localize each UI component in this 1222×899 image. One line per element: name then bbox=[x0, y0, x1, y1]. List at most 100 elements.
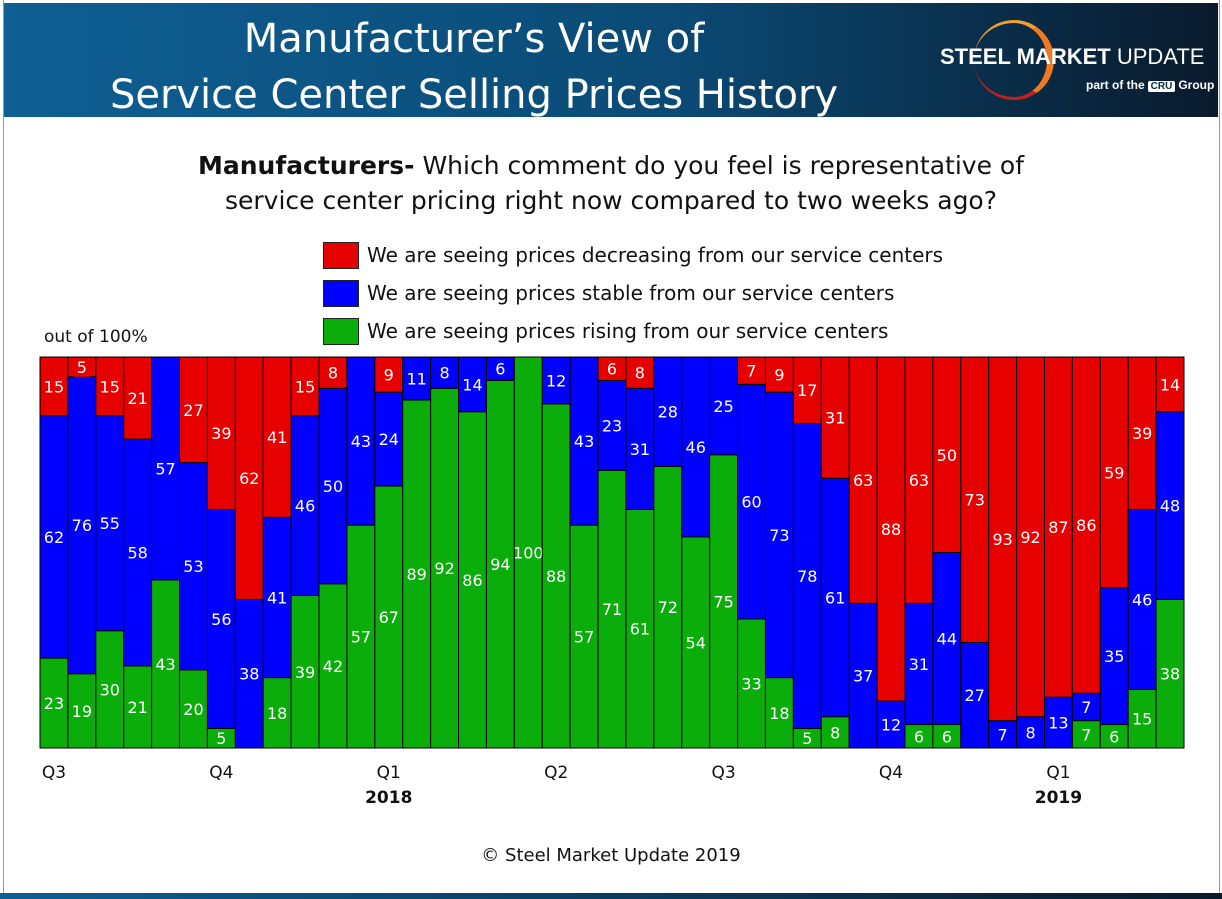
data-label: 21 bbox=[127, 698, 147, 717]
bar-segment-decreasing bbox=[1127, 356, 1157, 510]
slide-title: Manufacturer’s View of Service Center Se… bbox=[4, 11, 944, 123]
data-label: 50 bbox=[323, 477, 343, 496]
x-tick-label: Q4 bbox=[878, 763, 904, 783]
data-label: 48 bbox=[1160, 497, 1180, 516]
x-tick-label: Q3 bbox=[41, 763, 67, 783]
data-label: 6 bbox=[914, 727, 924, 746]
copyright: © Steel Market Update 2019 bbox=[481, 845, 741, 866]
data-label: 33 bbox=[741, 674, 761, 693]
data-label: 46 bbox=[295, 497, 315, 516]
bar-segment-stable bbox=[206, 508, 236, 729]
bar-segment-rising bbox=[485, 379, 515, 749]
data-label: 38 bbox=[239, 665, 259, 684]
bar-segment-decreasing bbox=[820, 356, 850, 479]
bar-segment-decreasing bbox=[206, 356, 236, 510]
logo-subtitle: part of the CRU Group bbox=[1086, 78, 1215, 92]
x-tick-label: Q3 bbox=[711, 763, 736, 783]
data-label: 9 bbox=[384, 366, 394, 385]
data-label: 18 bbox=[769, 704, 789, 723]
bar-segment-rising bbox=[430, 387, 460, 749]
data-label: 23 bbox=[602, 416, 622, 435]
bar-segment-decreasing bbox=[932, 356, 962, 553]
data-label: 8 bbox=[439, 364, 449, 383]
data-label: 43 bbox=[351, 432, 371, 451]
bar-segment-decreasing bbox=[764, 356, 794, 393]
data-label-bg bbox=[212, 728, 231, 749]
data-label: 6 bbox=[1109, 727, 1119, 746]
bar-segment-stable bbox=[458, 356, 487, 413]
bar-segment-rising bbox=[318, 583, 348, 749]
data-label: 5 bbox=[77, 358, 87, 377]
data-label: 57 bbox=[155, 459, 175, 478]
data-label: 8 bbox=[830, 723, 840, 742]
data-label: 63 bbox=[909, 471, 929, 490]
bar-segment-stable bbox=[402, 356, 432, 401]
data-label: 35 bbox=[1104, 647, 1124, 666]
legend-swatch-green bbox=[323, 317, 359, 345]
title-line-2: Service Center Selling Prices History bbox=[109, 72, 839, 118]
data-label: 7 bbox=[1081, 698, 1091, 717]
bar-segment-stable bbox=[234, 598, 264, 749]
data-label: 12 bbox=[546, 371, 566, 390]
data-label: 59 bbox=[1104, 463, 1124, 482]
data-label: 7 bbox=[746, 362, 756, 381]
bar-segment-rising bbox=[764, 677, 794, 749]
bar-segment-rising bbox=[346, 524, 376, 749]
data-label: 37 bbox=[853, 667, 873, 686]
data-label: 15 bbox=[295, 377, 315, 396]
data-label: 5 bbox=[802, 729, 812, 748]
legend-label: We are seeing prices stable from our ser… bbox=[367, 281, 895, 305]
data-label: 62 bbox=[44, 528, 64, 547]
y-axis-label: out of 100% bbox=[44, 327, 148, 347]
bar-segment-decreasing bbox=[39, 356, 69, 417]
bar-segment-decreasing bbox=[290, 356, 320, 417]
data-label: 57 bbox=[574, 628, 594, 647]
data-label: 17 bbox=[797, 381, 817, 400]
plot-border bbox=[39, 356, 1185, 749]
data-label: 21 bbox=[127, 389, 147, 408]
title-line-1: Manufacturer’s View of bbox=[243, 16, 705, 62]
data-label: 27 bbox=[183, 401, 203, 420]
data-label: 92 bbox=[1020, 528, 1040, 547]
data-label: 46 bbox=[686, 438, 706, 457]
data-label: 43 bbox=[574, 432, 594, 451]
x-tick-label: Q2 bbox=[544, 763, 569, 783]
bar-segment-stable bbox=[737, 383, 766, 620]
data-label: 71 bbox=[602, 600, 622, 619]
data-label: 86 bbox=[462, 571, 482, 590]
data-label: 60 bbox=[741, 493, 761, 512]
data-label: 73 bbox=[965, 491, 985, 510]
data-label-bg bbox=[72, 356, 91, 377]
data-label: 39 bbox=[211, 424, 231, 443]
bar-segment-decreasing bbox=[904, 356, 934, 604]
legend-swatch-red bbox=[323, 241, 359, 269]
data-label: 31 bbox=[630, 440, 650, 459]
question-line-2: service center pricing right now compare… bbox=[225, 186, 997, 215]
bar-segment-rising bbox=[290, 595, 320, 749]
data-label: 92 bbox=[434, 559, 454, 578]
bar-segment-stable bbox=[988, 720, 1018, 749]
bar-segment-decreasing bbox=[179, 356, 208, 464]
data-label: 88 bbox=[881, 520, 901, 539]
bar-segment-stable bbox=[681, 356, 711, 538]
question-line-1: Which comment do you feel is representat… bbox=[414, 151, 1025, 180]
legend-swatch-blue bbox=[323, 279, 359, 307]
data-label: 87 bbox=[1048, 518, 1068, 537]
data-label: 6 bbox=[607, 360, 617, 379]
data-label: 41 bbox=[267, 588, 287, 607]
data-label: 58 bbox=[127, 544, 147, 563]
bar-segment-decreasing bbox=[123, 356, 153, 440]
legend-label: We are seeing prices rising from our ser… bbox=[367, 319, 889, 343]
legend-item-rising: We are seeing prices rising from our ser… bbox=[323, 312, 943, 350]
x-tick-label: Q1 bbox=[376, 763, 401, 783]
data-label: 19 bbox=[72, 702, 92, 721]
bar-segment-stable bbox=[932, 552, 962, 726]
bar-segment-decreasing bbox=[1016, 356, 1045, 718]
data-label-bg bbox=[798, 728, 817, 749]
data-label: 73 bbox=[769, 526, 789, 545]
data-label: 56 bbox=[211, 610, 231, 629]
data-label: 14 bbox=[462, 375, 482, 394]
data-label: 15 bbox=[100, 377, 120, 396]
data-label: 42 bbox=[323, 657, 343, 676]
